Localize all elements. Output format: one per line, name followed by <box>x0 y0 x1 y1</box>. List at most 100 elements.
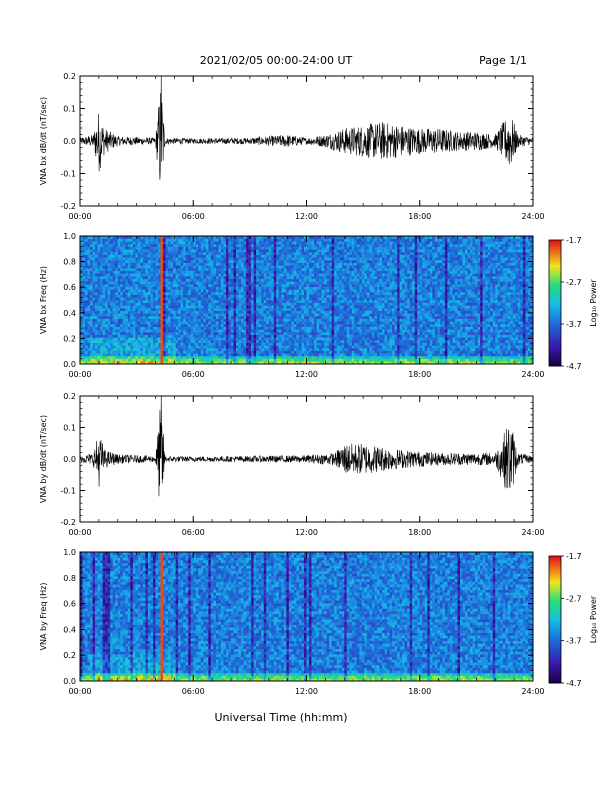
colorbar-step <box>549 311 561 314</box>
colorbar-step <box>549 568 561 572</box>
colorbar-step <box>549 611 561 614</box>
panel-1: 0.2 0.1 0.0 -0.1 -0.200:00 06:00 12:00 18:00 24:… <box>39 72 545 221</box>
spectrogram-cells <box>80 552 534 682</box>
colorbar-step <box>549 288 561 291</box>
x-tick-label: 12:00 <box>295 370 318 379</box>
colorbar-step <box>549 587 561 591</box>
x-tick-label: 06:00 <box>182 528 205 537</box>
colorbar-step <box>549 279 561 283</box>
y-tick-label: -0.1 <box>60 487 76 496</box>
y-axis-title: VNA bx dB/dt (nT/sec) <box>39 97 48 185</box>
colorbar-step <box>549 566 561 570</box>
colorbar-step <box>549 585 561 589</box>
y-tick-label: -0.2 <box>60 202 76 211</box>
colorbar-step <box>549 342 561 346</box>
colorbar-frame <box>548 555 562 684</box>
colorbar-step <box>549 273 561 277</box>
spectrogram-cells <box>80 236 534 365</box>
colorbar-step <box>549 630 561 633</box>
colorbar-step <box>549 613 561 616</box>
colorbar-step <box>549 638 561 642</box>
colorbar-step <box>549 271 561 275</box>
x-tick-label: 06:00 <box>182 370 205 379</box>
colorbar-step <box>549 672 561 676</box>
colorbar-tick-label: -2.7 <box>566 278 582 287</box>
x-tick-label: 12:00 <box>295 212 318 221</box>
colorbar-step <box>549 600 561 604</box>
panel-4: -1.7 -2.7 -3.7 -4.7 Log₁₀ Power 1.0 0.8 0.6 0.4 0… <box>39 548 598 696</box>
colorbar-step <box>549 602 561 606</box>
colorbar-step <box>549 334 561 338</box>
colorbar-step <box>549 361 561 365</box>
colorbar-step <box>549 606 561 610</box>
y-axis-title: VNA by Freq (Hz) <box>39 583 48 651</box>
date-label: 2021/02/05 00:00-24:00 UT <box>200 54 353 67</box>
page-label: Page 1/1 <box>479 54 527 67</box>
x-tick-label: 24:00 <box>521 528 544 537</box>
colorbar-step <box>549 263 561 266</box>
colorbar: -1.7 -2.7 -3.7 -4.7 Log₁₀ Power <box>548 552 598 688</box>
colorbar-step <box>549 647 561 650</box>
colorbar-step <box>549 303 561 306</box>
y-tick-label: 0.2 <box>63 72 76 81</box>
y-tick-label: 0.6 <box>63 600 76 609</box>
colorbar-step <box>549 313 561 317</box>
colorbar-step <box>549 619 561 623</box>
x-tick-label: 24:00 <box>521 370 544 379</box>
colorbar-step <box>549 347 561 350</box>
y-tick-label: 0.0 <box>63 677 76 686</box>
x-tick-label: 12:00 <box>295 687 318 696</box>
y-tick-label: -0.2 <box>60 518 76 527</box>
panel-3: 0.2 0.1 0.0 -0.1 -0.200:00 06:00 12:00 18:00 24:… <box>39 392 545 537</box>
y-tick-label: -0.1 <box>60 170 76 179</box>
colorbar-frame <box>548 239 562 367</box>
colorbar-step <box>549 674 561 678</box>
colorbar-step <box>549 594 561 597</box>
colorbar-step <box>549 661 561 665</box>
y-tick-label: 0.1 <box>63 424 76 433</box>
x-tick-label: 18:00 <box>408 528 431 537</box>
colorbar-step <box>549 296 561 300</box>
y-tick-label: 0.2 <box>63 651 76 660</box>
colorbar-step <box>549 615 561 618</box>
colorbar-step <box>549 336 561 340</box>
colorbar-step <box>549 670 561 673</box>
colorbar-step <box>549 636 561 640</box>
colorbar-step <box>549 267 561 270</box>
colorbar-step <box>549 653 561 656</box>
colorbar-step <box>549 617 561 620</box>
colorbar-step <box>549 319 561 323</box>
panels: 0.20.10.0-0.1-0.200:00 06:00 12:00 18:00 24:… <box>39 72 598 696</box>
colorbar-step <box>549 265 561 268</box>
colorbar-step <box>549 254 561 258</box>
colorbar-step <box>549 596 561 599</box>
colorbar-step <box>549 577 561 580</box>
colorbar-step <box>549 627 561 631</box>
y-tick-label: 0.8 <box>63 574 76 583</box>
colorbar-step <box>549 309 561 312</box>
colorbar-step <box>549 666 561 669</box>
colorbar-step <box>549 242 561 245</box>
x-tick-label: 18:00 <box>408 212 431 221</box>
colorbar-step <box>549 678 561 682</box>
colorbar-step <box>549 355 561 359</box>
y-tick-label: 1.0 <box>63 232 76 241</box>
y-tick-label: 0.1 <box>63 105 76 114</box>
colorbar-step <box>549 324 561 327</box>
colorbar-step <box>549 572 561 576</box>
colorbar-tick-label: -4.7 <box>566 362 582 371</box>
colorbar-step <box>549 659 561 663</box>
colorbar-step <box>549 290 561 293</box>
colorbar-step <box>549 363 561 367</box>
colorbar-step <box>549 244 561 247</box>
colorbar-step <box>549 608 561 612</box>
x-tick-label: 06:00 <box>182 212 205 221</box>
colorbar-tick-label: -1.7 <box>566 236 582 245</box>
colorbar-step <box>549 353 561 356</box>
colorbar-step <box>549 240 561 243</box>
colorbar-step <box>549 294 561 298</box>
colorbar-step <box>549 338 561 342</box>
colorbar-step <box>549 591 561 595</box>
colorbar-step <box>549 583 561 587</box>
x-tick-label: 24:00 <box>521 212 544 221</box>
